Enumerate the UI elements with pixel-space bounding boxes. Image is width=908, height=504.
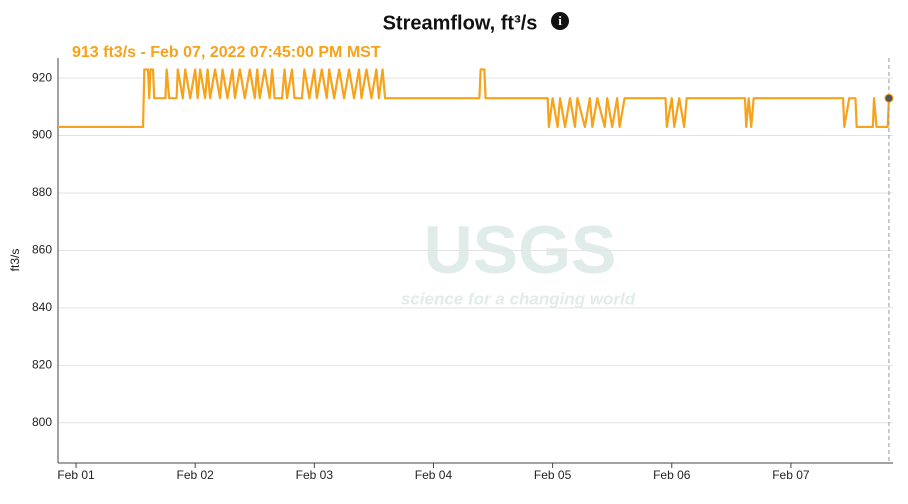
y-axis-label: ft3/s bbox=[8, 249, 22, 272]
tooltip-annotation: 913 ft3/s - Feb 07, 2022 07:45:00 PM MST bbox=[72, 44, 381, 61]
data-line bbox=[58, 68, 891, 129]
x-tick-label: Feb 06 bbox=[653, 468, 691, 482]
y-tick-label: 880 bbox=[32, 185, 52, 199]
x-tick-label: Feb 05 bbox=[534, 468, 572, 482]
x-tick-label: Feb 01 bbox=[57, 468, 95, 482]
y-tick-label: 800 bbox=[32, 415, 52, 429]
watermark-tagline: science for a changing world bbox=[401, 289, 636, 308]
y-tick-label: 820 bbox=[32, 358, 52, 372]
hover-point bbox=[884, 93, 894, 103]
x-tick-label: Feb 03 bbox=[296, 468, 334, 482]
x-tick-label: Feb 07 bbox=[772, 468, 810, 482]
info-icon-label[interactable]: i bbox=[558, 13, 562, 28]
y-tick-label: 900 bbox=[32, 128, 52, 142]
x-tick-label: Feb 02 bbox=[177, 468, 215, 482]
x-tick-label: Feb 04 bbox=[415, 468, 453, 482]
chart-title: Streamflow, ft³/s bbox=[383, 12, 538, 34]
info-icon[interactable] bbox=[551, 12, 569, 30]
y-tick-label: 860 bbox=[32, 243, 52, 257]
y-tick-label: 920 bbox=[32, 70, 52, 84]
y-tick-label: 840 bbox=[32, 300, 52, 314]
